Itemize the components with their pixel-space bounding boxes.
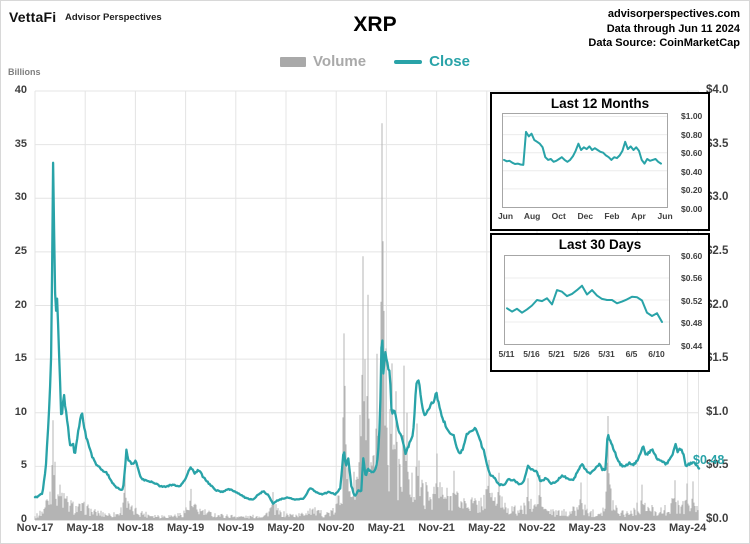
inset-30d-title: Last 30 Days — [558, 237, 642, 252]
x-axis-tick-label: May-19 — [166, 522, 205, 534]
inset-x-tick-label: 5/26 — [573, 349, 590, 359]
y-right-tick-label: $2.0 — [706, 298, 729, 311]
y-right-tick-label: $0.5 — [706, 459, 729, 472]
inset-x-tick-label: 5/11 — [498, 349, 515, 359]
x-axis-tick-label: Nov-17 — [16, 522, 54, 534]
y-right-tick-label: $2.5 — [706, 244, 729, 257]
y-right-tick-label: $3.0 — [706, 191, 729, 204]
inset-12m-title: Last 12 Months — [550, 96, 650, 111]
inset-x-tick-label: 5/21 — [548, 349, 565, 359]
inset-close-line — [503, 130, 662, 166]
close-line — [33, 161, 701, 505]
inset-y-tick-label: $0.80 — [681, 129, 703, 140]
y-right-tick-label: $3.5 — [706, 137, 729, 150]
inset-y-tick-label: $0.56 — [681, 273, 703, 283]
inset-x-tick-label: Apr — [631, 211, 646, 221]
y-left-tick-label: 5 — [20, 459, 27, 472]
legend-volume-label: Volume — [313, 53, 367, 70]
inset-last-12-months: Last 12 Months $1.00 $0.80 $0.60 $0.40 $0.20… — [490, 92, 710, 231]
y-left-tick-label: 35 — [14, 137, 27, 150]
inset-x-tick-label: Dec — [577, 211, 594, 221]
y-left-tick-label: 40 — [14, 84, 27, 96]
inset-30d-line-chart — [505, 277, 669, 323]
source-site: advisorperspectives.com — [607, 8, 740, 20]
y-right-tick-label: $1.5 — [706, 352, 729, 365]
inset-30d-plot — [504, 255, 670, 345]
y-right-tick-label: $4.0 — [706, 84, 729, 96]
inset-y-tick-label: $0.44 — [681, 340, 703, 351]
y-right-tick-label: $0.0 — [706, 513, 729, 525]
legend: Volume Close — [1, 53, 749, 70]
y-left-tick-label: 25 — [14, 244, 27, 257]
volume-swatch-icon — [280, 57, 307, 67]
inset-y-tick-label: $0.00 — [681, 203, 703, 214]
x-axis-tick-label: Nov-21 — [418, 522, 455, 534]
inset-x-tick-label: Feb — [604, 211, 620, 221]
inset-y-tick-label: $0.60 — [681, 250, 703, 261]
y-left-tick-label: 0 — [20, 513, 27, 525]
inset-last-30-days: Last 30 Days $0.60 $0.56 $0.52 $0.48 $0.44 5/… — [490, 233, 710, 372]
x-axis-tick-label: May-23 — [568, 522, 606, 534]
inset-x-tick-label: 6/10 — [648, 349, 665, 359]
inset-y-tick-label: $0.48 — [681, 318, 703, 328]
close-line-icon — [394, 60, 423, 64]
inset-y-tick-label: $0.60 — [681, 148, 703, 158]
x-axis-tick-label: May-18 — [66, 522, 104, 534]
inset-x-tick-label: Oct — [551, 211, 566, 221]
y-left-tick-label: 30 — [14, 191, 27, 204]
y-left-tick-label: 20 — [14, 298, 27, 311]
inset-x-tick-label: Jun — [497, 211, 514, 221]
inset-close-line — [506, 284, 663, 323]
inset-12m-line-chart — [503, 116, 667, 190]
vettafi-logo: VettaFi — [9, 9, 57, 25]
inset-y-tick-label: $0.52 — [681, 295, 703, 306]
data-through: Data through Jun 11 2024 — [606, 22, 740, 35]
x-axis-tick-label: May-20 — [267, 522, 305, 534]
page-title: XRP — [353, 13, 397, 36]
x-axis-tick-label: Nov-18 — [117, 522, 154, 534]
y-left-tick-label: 10 — [14, 405, 27, 418]
inset-y-tick-label: $0.40 — [681, 166, 703, 177]
inset-x-tick-label: 5/31 — [598, 349, 615, 359]
x-axis-tick-label: Nov-23 — [619, 522, 656, 534]
brand-subtitle: Advisor Perspectives — [65, 12, 162, 23]
last-price-badge: $0.48 — [693, 453, 725, 467]
inset-x-tick-label: 5/16 — [523, 349, 540, 359]
y-right-tick-label: $1.0 — [706, 405, 729, 418]
x-axis-tick-label: Nov-22 — [518, 522, 556, 534]
x-axis-tick-label: May-22 — [468, 522, 506, 534]
data-source: Data Source: CoinMarketCap — [588, 37, 740, 49]
inset-y-tick-label: $1.00 — [681, 111, 703, 121]
y-axis-title: Billions — [8, 67, 41, 77]
inset-y-tick-label: $0.20 — [681, 185, 703, 195]
header-meta: advisorperspectives.com Data through Jun… — [588, 7, 740, 51]
x-axis-tick-label: May-24 — [668, 522, 707, 534]
inset-12m-plot — [502, 113, 668, 208]
inset-x-tick-label: Aug — [523, 211, 541, 221]
x-axis-tick-label: Nov-19 — [217, 522, 255, 534]
volume-bars — [34, 123, 699, 520]
inset-x-tick-label: 6/5 — [625, 349, 638, 359]
x-axis-tick-label: Nov-20 — [317, 522, 355, 534]
y-left-tick-label: 15 — [14, 352, 27, 365]
x-axis-tick-label: May-21 — [367, 522, 406, 534]
inset-x-tick-label: Jun — [657, 211, 673, 221]
legend-close-label: Close — [429, 53, 470, 70]
